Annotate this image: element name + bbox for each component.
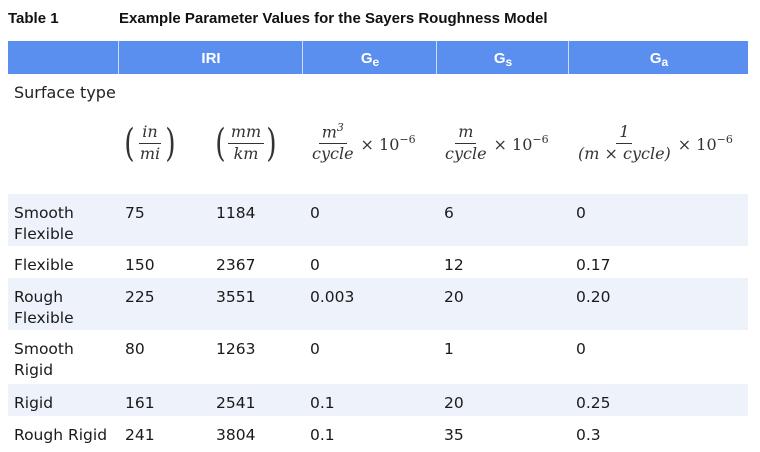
cell-iri-in-mi: 241 [125,426,155,444]
unit-ge-exp: −6 [399,132,416,146]
unit-in-num: in [139,122,161,144]
units-row: ( in mi ) ( mm km ) m3 cycle × 10−6 m cycle … [0,108,760,178]
cell-gs: 35 [444,426,464,444]
header-ga-base: G [649,50,662,67]
cell-ge: 0 [310,256,320,274]
cell-iri-mm-km: 1184 [216,204,256,222]
cell-iri-mm-km: 3551 [216,288,256,306]
table-row: Rough Rigid 241 3804 0.1 35 0.3 [8,416,748,450]
cell-surface-type: Smooth Rigid [14,340,74,379]
unit-gs-mult: × 10 [493,134,533,154]
cell-ge: 0.1 [310,394,335,412]
cell-iri-in-mi: 161 [125,394,155,412]
table-title: Example Parameter Values for the Sayers … [119,10,548,27]
cell-ga: 0.3 [576,426,601,444]
cell-ga: 0 [576,340,586,358]
unit-ga-exp: −6 [716,132,733,146]
cell-surface-type: Rough Flexible [14,288,74,327]
cell-iri-in-mi: 150 [125,256,155,274]
table-row: Rough Flexible 225 3551 0.003 20 0.20 [8,278,748,330]
unit-ge: m3 cycle × 10−6 [309,108,416,178]
unit-gs-num: m [455,122,477,144]
unit-gs-den: cycle [445,143,487,163]
cell-surface-type: Smooth Flexible [14,204,74,243]
table-caption: Table 1 Example Parameter Values for the… [8,8,748,30]
header-ga-sub: a [661,55,669,69]
unit-ga-mult: × 10 [677,134,717,154]
unit-gs: m cycle × 10−6 [442,108,549,178]
unit-mm-per-km: ( mm km ) [215,121,277,165]
header-ge: Ge [302,41,437,74]
header-ge-sub: e [372,55,380,69]
surface-type-label: Surface type [14,83,116,102]
cell-ga: 0 [576,204,586,222]
cell-surface-type: Rough Rigid [14,426,108,444]
cell-iri-in-mi: 80 [125,340,145,358]
header-ga: Ga [568,41,749,74]
cell-ga: 0.17 [576,256,611,274]
cell-surface-type: Flexible [14,256,74,274]
unit-gs-exp: −6 [532,132,549,146]
cell-ga: 0.20 [576,288,611,306]
unit-in-den: mi [139,143,161,163]
cell-ga: 0.25 [576,394,611,412]
header-gs-base: G [493,50,506,67]
table-row: Smooth Rigid 80 1263 0 1 0 [8,330,748,384]
cell-gs: 6 [444,204,454,222]
header-ge-base: G [360,50,373,67]
cell-gs: 20 [444,394,464,412]
cell-ge: 0.003 [310,288,355,306]
unit-ge-mult: × 10 [360,134,400,154]
unit-ga-num: 1 [616,122,633,144]
unit-mm-num: mm [227,122,265,144]
unit-mm-den: km [233,143,259,163]
cell-iri-in-mi: 225 [125,288,155,306]
cell-gs: 1 [444,340,454,358]
cell-iri-mm-km: 2541 [216,394,256,412]
unit-ga-den: (m × cycle) [578,143,671,163]
unit-ga: 1 (m × cycle) × 10−6 [575,108,733,178]
cell-iri-mm-km: 1263 [216,340,256,358]
header-gs-sub: s [505,55,513,69]
cell-gs: 20 [444,288,464,306]
cell-iri-mm-km: 3804 [216,426,256,444]
header-iri: IRI [118,41,303,74]
header-iri-label: IRI [201,50,221,67]
cell-iri-in-mi: 75 [125,204,145,222]
cell-ge: 0 [310,204,320,222]
table-header: IRI Ge Gs Ga [8,41,748,74]
cell-iri-mm-km: 2367 [216,256,256,274]
cell-ge: 0 [310,340,320,358]
table-label: Table 1 [8,10,59,27]
unit-ge-num-sup: 3 [336,121,344,135]
cell-ge: 0.1 [310,426,335,444]
table-row: Smooth Flexible 75 1184 0 6 0 [8,194,748,246]
header-gs: Gs [436,41,569,74]
unit-ge-den: cycle [312,144,354,164]
cell-gs: 12 [444,256,464,274]
unit-in-per-mi: ( in mi ) [124,121,176,165]
cell-surface-type: Rigid [14,394,54,412]
unit-ge-num: m [321,122,337,142]
table-row: Rigid 161 2541 0.1 20 0.25 [8,384,748,416]
table-row: Flexible 150 2367 0 12 0.17 [8,246,748,278]
